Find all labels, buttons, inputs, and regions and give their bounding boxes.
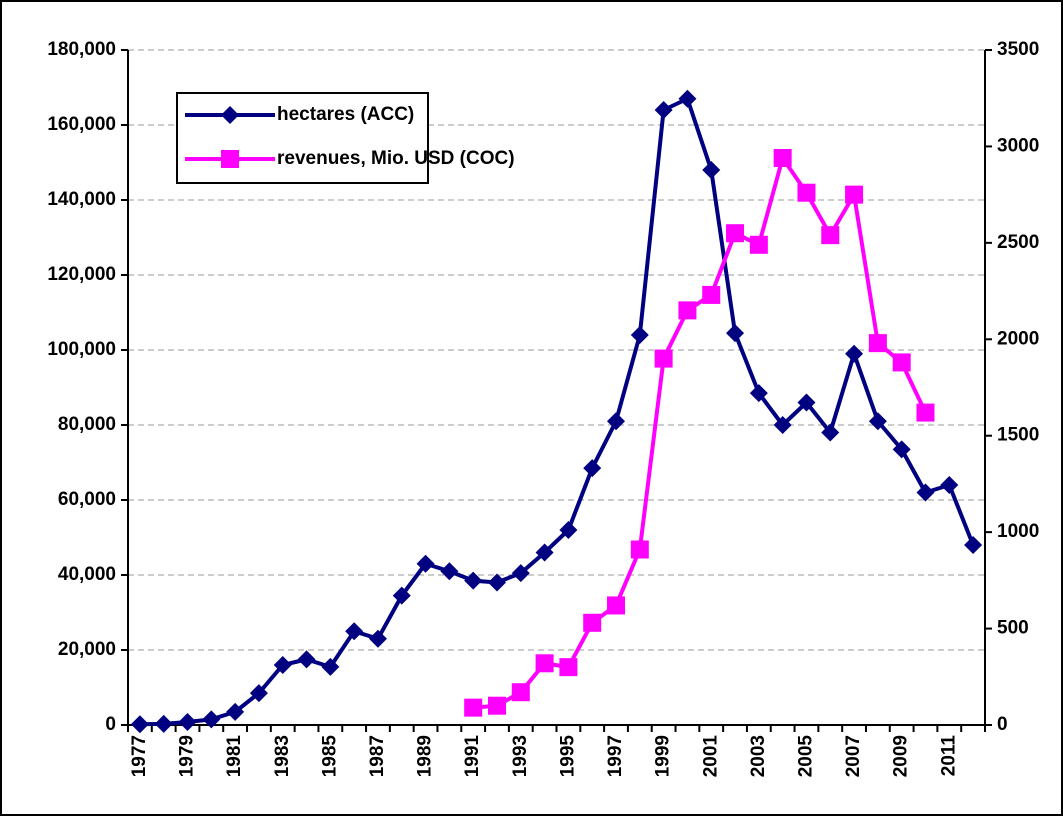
diamond-marker [154, 714, 173, 733]
legend-box [176, 92, 429, 184]
y-tick-label: 140,000 [47, 189, 116, 210]
square-marker [678, 301, 697, 320]
diamond-marker [535, 543, 554, 562]
diamond-marker [654, 101, 673, 119]
diamond-marker [297, 650, 316, 669]
diamond-marker [202, 710, 221, 729]
diamond-marker [511, 564, 530, 583]
x-tick-label: 2005 [795, 735, 816, 778]
y2-tick-label: 2000 [997, 328, 1039, 349]
diamond-marker [749, 384, 768, 403]
square-marker [607, 596, 626, 615]
square-marker [845, 185, 864, 204]
diamond-marker [964, 536, 983, 554]
diamond-marker [178, 713, 197, 731]
y2-tick-label: 2500 [997, 232, 1039, 253]
diamond-marker [559, 521, 578, 539]
x-tick-label: 1995 [557, 735, 578, 778]
square-marker [702, 285, 721, 304]
x-tick-label: 1999 [653, 735, 674, 777]
square-marker [797, 183, 816, 202]
y-tick-label: 80,000 [58, 414, 116, 435]
square-marker [916, 403, 935, 422]
diamond-marker [416, 554, 435, 573]
diamond-marker [273, 656, 292, 674]
x-tick-label: 1983 [272, 735, 293, 777]
square-marker [726, 224, 745, 243]
diamond-marker [773, 416, 792, 434]
y-tick-label: 60,000 [58, 489, 116, 510]
x-tick-label: 2009 [891, 735, 912, 777]
diamond-marker [916, 483, 935, 502]
y-tick-label: 160,000 [47, 114, 116, 135]
x-tick-label: 2011 [938, 735, 959, 777]
y2-tick-label: 1500 [997, 425, 1039, 446]
x-tick-label: 2001 [700, 735, 721, 778]
diamond-marker [892, 440, 911, 459]
diamond-marker [821, 423, 840, 442]
square-marker [583, 613, 602, 632]
legend-label: revenues, Mio. USD (COC) [277, 148, 515, 169]
square-marker [773, 149, 792, 167]
square-marker [487, 696, 506, 715]
diamond-marker [440, 562, 459, 581]
diamond-marker [726, 324, 745, 343]
diamond-marker [940, 476, 959, 494]
x-tick-label: 1997 [605, 735, 626, 777]
y2-tick-label: 500 [997, 618, 1029, 639]
x-tick-label: 1991 [462, 735, 483, 778]
diamond-marker [702, 161, 721, 179]
y2-tick-label: 1000 [997, 521, 1039, 542]
square-marker [511, 683, 530, 702]
y-tick-label: 40,000 [58, 564, 116, 585]
square-marker [535, 654, 554, 673]
square-marker [464, 698, 483, 717]
y2-tick-label: 0 [997, 714, 1008, 735]
legend-marker [221, 106, 239, 124]
y-tick-label: 120,000 [47, 264, 116, 285]
diamond-marker [321, 657, 340, 676]
x-tick-label: 1993 [510, 735, 531, 777]
square-marker [749, 235, 768, 254]
square-marker [630, 540, 649, 559]
legend-marker [221, 150, 239, 168]
diamond-marker [392, 586, 411, 605]
diamond-marker [130, 715, 149, 734]
y-tick-label: 0 [105, 714, 116, 735]
x-tick-label: 1979 [177, 735, 198, 777]
square-marker [654, 349, 673, 368]
diamond-marker [345, 622, 364, 641]
square-marker [892, 353, 911, 372]
square-marker [821, 226, 840, 245]
diamond-marker [845, 344, 864, 363]
y2-tick-label: 3500 [997, 39, 1039, 60]
x-tick-label: 1981 [224, 735, 245, 778]
diamond-marker [630, 326, 649, 344]
square-marker [868, 334, 887, 353]
square-marker [559, 658, 578, 677]
diamond-marker [583, 459, 602, 478]
diamond-marker [607, 412, 626, 431]
diamond-marker [249, 684, 268, 703]
y-tick-label: 20,000 [58, 639, 116, 660]
y-tick-label: 100,000 [47, 339, 116, 360]
x-tick-label: 1987 [367, 735, 388, 777]
x-tick-label: 1985 [319, 735, 340, 778]
x-tick-label: 2003 [748, 735, 769, 777]
diamond-marker [368, 629, 387, 648]
diamond-marker [678, 89, 697, 108]
diamond-marker [226, 702, 245, 721]
x-tick-label: 1977 [129, 735, 150, 777]
diamond-marker [487, 573, 506, 592]
diamond-marker [868, 412, 887, 431]
x-tick-label: 2007 [843, 735, 864, 777]
x-tick-label: 1989 [415, 735, 436, 777]
legend-label: hectares (ACC) [277, 104, 414, 125]
diamond-marker [797, 393, 816, 412]
y2-tick-label: 3000 [997, 135, 1039, 156]
diamond-marker [464, 571, 483, 590]
y-tick-label: 180,000 [47, 39, 116, 60]
